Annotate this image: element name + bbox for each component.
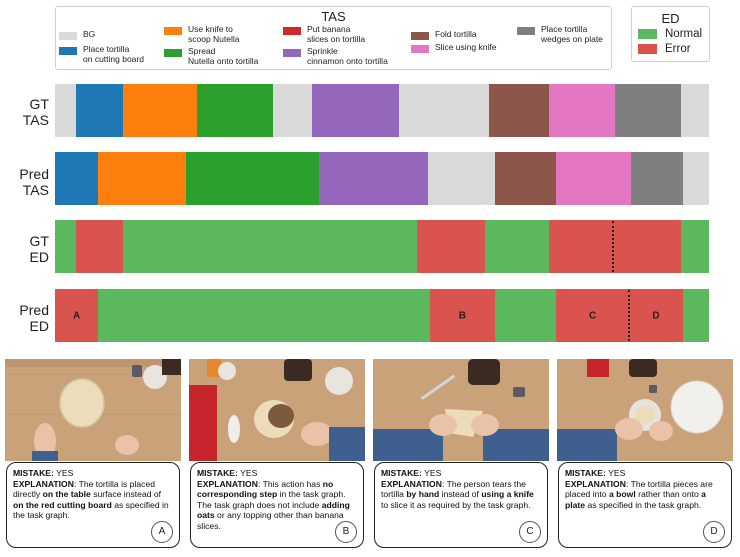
segment-divider (628, 290, 631, 341)
panel-badge-b: B (335, 521, 357, 543)
timeline-gt-ed (55, 220, 709, 273)
timeline-segment: C (555, 289, 630, 342)
tas-legend-item-scoop-nutella: Use knife to scoop Nutella (164, 24, 240, 44)
tas-legend-item-bg: BG (59, 29, 95, 40)
explanation-text-c: MISTAKE: YES EXPLANATION: The person tear… (381, 468, 534, 510)
timeline-segment (614, 84, 681, 137)
segment-letter-a: A (72, 310, 81, 321)
segment-letter-c: C (588, 310, 597, 321)
explanation-card-a: MISTAKE: YES EXPLANATION: The tortilla is… (6, 462, 180, 548)
ed-legend-item-normal: Normal (638, 27, 702, 41)
ed-swatch-normal (638, 29, 657, 39)
tas-legend-item-spread-nutella: Spread Nutella onto tortilla (164, 46, 258, 66)
row-label-gt-tas: GT TAS (22, 96, 49, 128)
ed-legend: ED Normal Error (631, 6, 710, 62)
panel-badge-c: C (519, 521, 541, 543)
row-label-gt-ed: GT ED (29, 233, 49, 265)
timeline-segment (312, 84, 399, 137)
tas-swatch-bg (59, 32, 77, 40)
timeline-gt-tas (55, 84, 709, 137)
tas-legend-item-place-tortilla: Place tortilla on cutting board (59, 44, 144, 64)
timeline-segment (682, 289, 709, 342)
timeline-segment (549, 220, 681, 273)
timeline-segment (680, 84, 709, 137)
explanation-card-d: MISTAKE: YES EXPLANATION: The tortilla pi… (558, 462, 732, 548)
timeline-segment (549, 84, 615, 137)
tas-legend: TAS BG Place tortilla on cutting board U… (55, 6, 612, 70)
ed-legend-item-error: Error (638, 42, 691, 56)
timeline-segment (185, 152, 320, 205)
timeline-segment (75, 84, 123, 137)
segment-letter-b: B (458, 310, 467, 321)
ed-legend-title: ED (661, 11, 680, 26)
timeline-pred-tas (55, 152, 709, 205)
panel-badge-a: A (151, 521, 173, 543)
tas-swatch-wedges-plate (517, 27, 535, 35)
timeline-segment (484, 220, 550, 273)
timeline-segment (75, 220, 123, 273)
tas-legend-item-banana-slices: Put banana slices on tortilla (283, 24, 365, 44)
timeline-segment (489, 84, 550, 137)
timeline-segment (123, 84, 197, 137)
photo-d-illustration (557, 359, 733, 461)
explanation-text-d: MISTAKE: YES EXPLANATION: The tortilla pi… (565, 468, 713, 510)
timeline-segment (55, 220, 76, 273)
timeline-segment (417, 220, 485, 273)
timeline-segment (319, 152, 428, 205)
timeline-segment (427, 152, 496, 205)
timeline-segment (196, 84, 273, 137)
tas-legend-item-fold-tortilla: Fold tortilla (411, 29, 477, 40)
photo-a (5, 359, 181, 461)
tas-swatch-sprinkle-cinnamon (283, 49, 301, 57)
panel-badge-d: D (703, 521, 725, 543)
timeline-segment (123, 220, 418, 273)
tas-legend-item-wedges-plate: Place tortilla wedges on plate (517, 24, 603, 44)
timeline-segment (495, 289, 556, 342)
tas-legend-item-sprinkle-cinnamon: Sprinkle cinnamon onto tortilla (283, 46, 388, 66)
explanation-card-c: MISTAKE: YES EXPLANATION: The person tear… (374, 462, 548, 548)
timeline-segment (680, 220, 709, 273)
timeline-segment (630, 152, 683, 205)
tas-swatch-fold-tortilla (411, 32, 429, 40)
timeline-segment (495, 152, 556, 205)
timeline-segment: A (55, 289, 99, 342)
tas-legend-item-slice-knife: Slice using knife (411, 42, 496, 53)
photo-d (557, 359, 733, 461)
timeline-segment (272, 84, 313, 137)
timeline-segment (55, 84, 76, 137)
tas-swatch-scoop-nutella (164, 27, 182, 35)
timeline-segment (55, 152, 99, 205)
tas-swatch-banana-slices (283, 27, 301, 35)
explanation-card-b: MISTAKE: YES EXPLANATION: This action has… (190, 462, 364, 548)
timeline-segment (682, 152, 709, 205)
row-label-pred-tas: Pred TAS (19, 166, 49, 198)
photo-c-illustration (373, 359, 549, 461)
segment-divider (611, 221, 614, 272)
timeline-pred-ed: A B C D (55, 289, 709, 342)
photo-b (189, 359, 365, 461)
timeline-segment (555, 152, 631, 205)
timeline-segment (399, 84, 490, 137)
tas-swatch-place-tortilla (59, 47, 77, 55)
timeline-segment: D (629, 289, 683, 342)
tas-swatch-spread-nutella (164, 49, 182, 57)
row-label-pred-ed: Pred ED (19, 302, 49, 334)
segment-letter-d: D (652, 310, 660, 321)
timeline-segment: B (429, 289, 496, 342)
tas-legend-title: TAS (321, 9, 346, 24)
explanation-text-b: MISTAKE: YES EXPLANATION: This action has… (197, 468, 350, 531)
explanation-text-a: MISTAKE: YES EXPLANATION: The tortilla is… (13, 468, 169, 521)
photo-c (373, 359, 549, 461)
photo-b-illustration (189, 359, 365, 461)
ed-swatch-error (638, 44, 657, 54)
photo-a-illustration (5, 359, 181, 461)
timeline-segment (98, 289, 430, 342)
tas-swatch-slice-knife (411, 45, 429, 53)
timeline-segment (98, 152, 186, 205)
